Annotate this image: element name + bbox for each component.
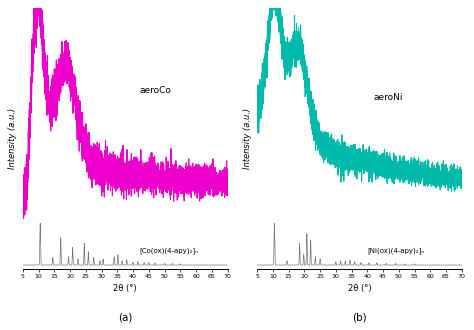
Text: [Co(ox)(4-apy)₂]ₙ: [Co(ox)(4-apy)₂]ₙ: [139, 247, 198, 254]
Text: aeroCo: aeroCo: [139, 85, 171, 95]
Text: (a): (a): [118, 313, 132, 323]
Text: (b): (b): [352, 313, 367, 323]
X-axis label: 2θ (°): 2θ (°): [347, 284, 371, 293]
Text: [Ni(ox)(4-apy)₂]ₙ: [Ni(ox)(4-apy)₂]ₙ: [367, 247, 424, 254]
X-axis label: 2θ (°): 2θ (°): [113, 284, 137, 293]
Y-axis label: Intensity (a.u.): Intensity (a.u.): [9, 108, 18, 169]
Y-axis label: Intensity (a.u.): Intensity (a.u.): [243, 108, 252, 169]
Text: aeroNi: aeroNi: [374, 93, 403, 102]
